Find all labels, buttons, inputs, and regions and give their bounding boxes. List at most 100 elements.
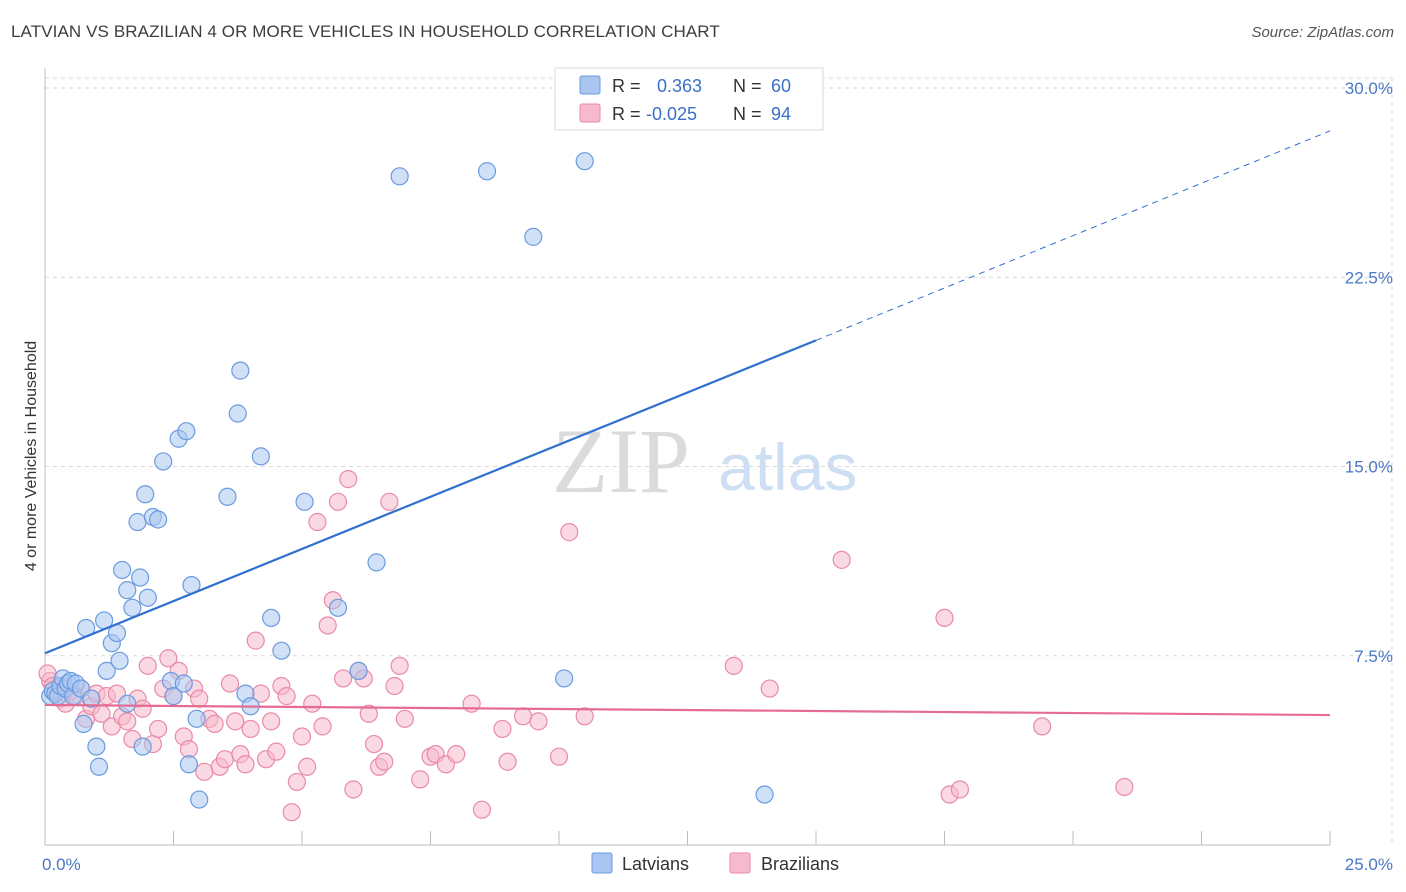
brazilian-point-30	[195, 762, 214, 781]
legend-latvian-swatch	[579, 75, 601, 95]
brazilian-point-46	[277, 687, 296, 706]
brazilian-point-80	[529, 712, 548, 731]
latvian-point-38	[177, 422, 196, 441]
brazilian-point-40	[246, 631, 265, 650]
trend-lines	[44, 130, 1331, 717]
brazilian-point-50	[298, 757, 317, 776]
latvian-points	[41, 152, 774, 809]
latvian-point-41	[187, 709, 206, 728]
brazilian-point-19	[138, 656, 157, 675]
brazilian-point-23	[159, 649, 178, 668]
latvian-point-14	[82, 689, 101, 708]
brazilian-points	[38, 470, 1134, 822]
brazilian-trend-line	[44, 703, 1331, 717]
legend-latvian-n-value: 60	[771, 76, 791, 96]
latvian-point-33	[154, 452, 173, 471]
brazilian-point-85	[760, 679, 779, 698]
latvian-point-15	[87, 737, 106, 756]
brazilian-point-36	[226, 712, 245, 731]
brazilian-point-59	[344, 780, 363, 799]
latvian-point-18	[97, 661, 116, 680]
brazilian-point-63	[364, 734, 384, 754]
axes	[44, 68, 1331, 846]
legend-latvian-r-label: R =	[612, 76, 641, 96]
brazilian-point-78	[498, 752, 517, 771]
latvian-point-55	[390, 167, 409, 186]
brazilian-point-35	[220, 674, 240, 693]
brazilian-point-68	[390, 656, 409, 675]
chart-title: LATVIAN VS BRAZILIAN 4 OR MORE VEHICLES …	[11, 22, 720, 41]
brazilian-point-47	[282, 803, 301, 822]
latvian-trend-line	[44, 339, 817, 655]
brazilian-point-51	[303, 694, 322, 713]
brazilian-point-34	[215, 750, 234, 769]
brazilian-point-87	[935, 608, 954, 628]
latvian-point-32	[148, 510, 168, 529]
legend-brazilian-n-value: 94	[771, 104, 791, 124]
latvian-point-28	[133, 737, 152, 756]
y-tick-label-2: 22.5%	[1345, 268, 1393, 287]
latvian-point-57	[524, 227, 543, 246]
latvian-point-16	[89, 757, 109, 776]
brazilian-point-56	[328, 492, 348, 511]
y-tick-label-0: 7.5%	[1354, 647, 1393, 666]
x-tick-label-0: 0.0%	[42, 855, 81, 874]
brazilian-point-39	[241, 719, 260, 739]
brazilian-point-27	[179, 740, 199, 759]
latvian-point-56	[477, 162, 497, 181]
brazilian-point-86	[832, 550, 851, 569]
brazilian-point-44	[267, 742, 286, 761]
bottom-legend-brazilian-swatch	[729, 852, 751, 874]
latvian-point-30	[138, 588, 157, 607]
x-tick-labels: 0.0% 25.0%	[42, 855, 1393, 874]
latvian-point-24	[118, 694, 137, 713]
latvian-point-35	[164, 687, 183, 706]
brazilian-point-75	[462, 694, 481, 713]
brazilian-point-21	[148, 719, 168, 739]
latvian-point-12	[74, 714, 93, 733]
brazilian-point-69	[395, 709, 414, 728]
latvian-point-29	[136, 485, 155, 504]
legend-latvian-n-label: N =	[733, 76, 762, 96]
brazilian-point-18	[133, 699, 152, 718]
bottom-legend-latvians: Latvians	[622, 854, 689, 874]
latvian-point-49	[262, 608, 281, 628]
brazilian-point-70	[411, 770, 430, 789]
brazilian-point-29	[190, 689, 209, 708]
brazilian-point-82	[560, 523, 579, 542]
brazilian-point-15	[118, 712, 137, 731]
latvian-point-52	[328, 598, 348, 617]
brazilian-point-58	[339, 470, 358, 489]
brazilian-point-84	[724, 656, 743, 675]
latvian-point-25	[123, 598, 142, 617]
brazilian-point-90	[1033, 717, 1052, 736]
y-tick-labels: 7.5% 15.0% 22.5% 30.0%	[1345, 79, 1393, 666]
latvian-point-59	[575, 152, 594, 171]
chart-source: Source: ZipAtlas.com	[1251, 24, 1394, 41]
legend-brazilian-r-label: R =	[612, 104, 641, 124]
brazilian-point-81	[549, 747, 569, 766]
brazilian-point-77	[493, 719, 512, 739]
latvian-point-58	[555, 669, 574, 688]
latvian-point-23	[118, 581, 137, 600]
brazilian-point-48	[287, 772, 306, 792]
brazilian-point-53	[313, 717, 332, 736]
x-tick-label-1: 25.0%	[1345, 855, 1393, 874]
latvian-point-54	[367, 553, 386, 572]
latvian-point-43	[218, 487, 237, 506]
brazilian-point-43	[262, 712, 281, 731]
latvian-point-44	[228, 404, 247, 423]
brazilian-point-83	[575, 707, 594, 726]
brazilian-point-49	[292, 727, 312, 746]
latvian-point-53	[349, 661, 368, 680]
brazilian-point-54	[318, 616, 337, 635]
latvian-point-45	[231, 361, 250, 380]
brazilian-point-66	[380, 492, 399, 511]
brazilian-point-89	[950, 780, 970, 799]
watermark-zip: ZIP	[552, 410, 690, 512]
latvian-point-27	[130, 568, 150, 587]
brazilian-point-62	[359, 704, 378, 723]
watermark: ZIP atlas	[552, 410, 857, 512]
brazilian-point-79	[513, 707, 533, 726]
